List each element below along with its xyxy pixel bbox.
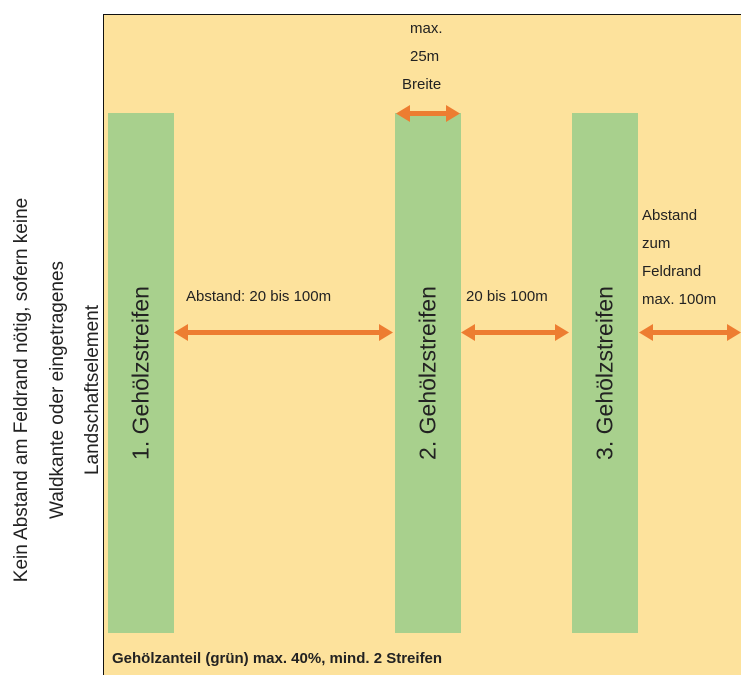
strip-2: 2. Gehölzstreifen <box>395 113 461 633</box>
gap-2-label: 20 bis 100m <box>466 288 548 305</box>
strip-1: 1. Gehölzstreifen <box>108 113 174 633</box>
gap-2-arrow <box>461 324 569 341</box>
width-note-line-2: 25m <box>410 48 440 65</box>
edge-note-line-3: Feldrand <box>642 263 702 280</box>
edge-note-line-1: Abstand <box>642 207 698 224</box>
width-arrow <box>396 105 460 122</box>
width-note-line-3: Breite <box>402 76 442 93</box>
width-note-line-1: max. <box>410 20 443 37</box>
edge-arrow <box>639 324 741 341</box>
strip-3: 3. Gehölzstreifen <box>572 113 638 633</box>
gap-1-label: Abstand: 20 bis 100m <box>186 288 332 305</box>
field-area: 1. Gehölzstreifen 2. Gehölzstreifen 3. G… <box>103 14 741 675</box>
edge-note-line-4: max. 100m <box>642 291 717 308</box>
edge-note-line-2: zum <box>642 235 671 252</box>
footer-note: Gehölzanteil (grün) max. 40%, mind. 2 St… <box>112 650 443 667</box>
gap-1-arrow <box>174 324 393 341</box>
